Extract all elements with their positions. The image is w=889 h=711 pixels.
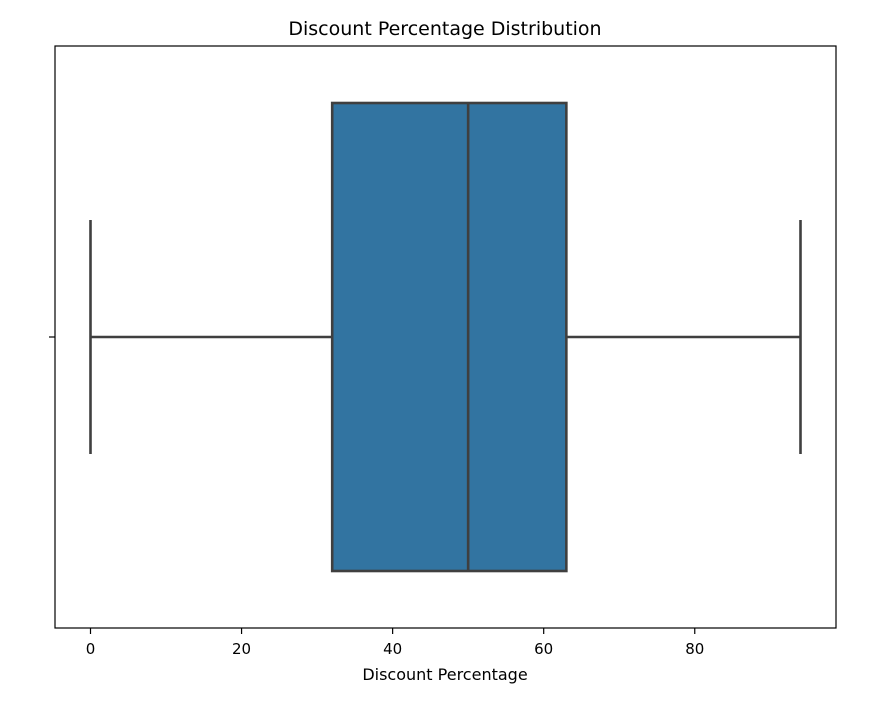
- x-tick-label-80: 80: [685, 640, 704, 658]
- x-axis-label: Discount Percentage: [362, 665, 527, 684]
- x-tick-label-60: 60: [534, 640, 553, 658]
- iqr-box: [330, 101, 568, 573]
- x-tick-label-0: 0: [86, 640, 96, 658]
- x-tick-label-40: 40: [383, 640, 402, 658]
- x-tick-label-20: 20: [232, 640, 251, 658]
- chart-title: Discount Percentage Distribution: [288, 18, 601, 40]
- plot-area: 0 20 40 60 80: [49, 45, 837, 658]
